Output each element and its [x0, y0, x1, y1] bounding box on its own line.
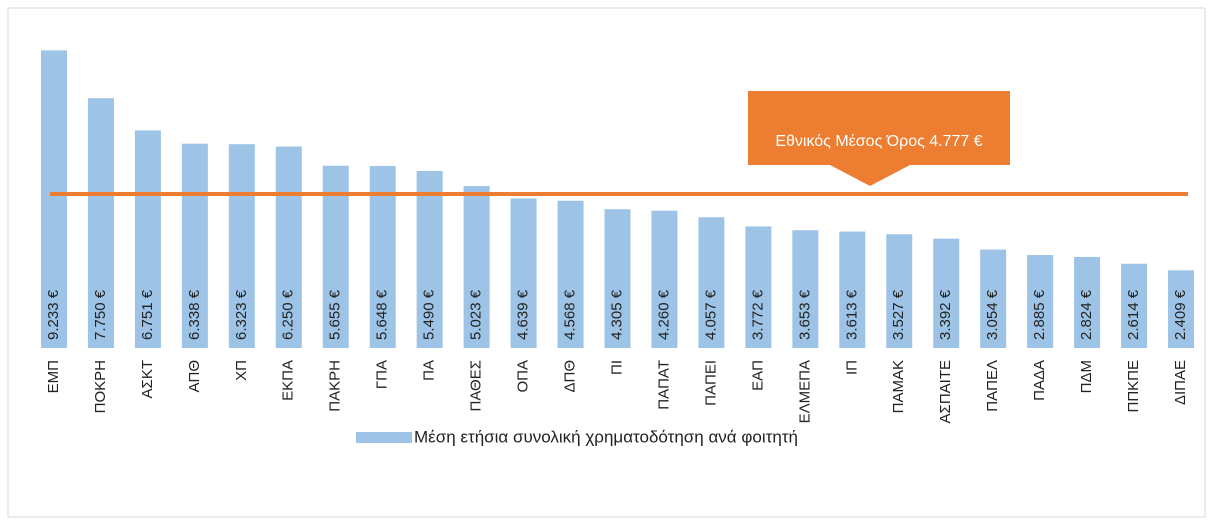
bar — [228, 144, 255, 348]
x-tick-label: ΠΑ — [421, 360, 438, 381]
x-tick-label: ΠΟΚΡΗ — [92, 360, 109, 413]
annotation: Εθνικός Μέσος Όρος 4.777 € — [775, 133, 982, 150]
x-tick-label: ΓΠΑ — [374, 360, 391, 389]
value-label: 3.527 € — [890, 289, 907, 340]
bar — [416, 171, 443, 348]
legend-label: Μέση ετήσια συνολική χρηματοδότηση ανά φ… — [414, 427, 798, 446]
x-tick-label: ΕΑΠ — [749, 360, 766, 391]
x-tick-label: ΠΑΘΕΣ — [468, 360, 485, 411]
value-label: 4.057 € — [702, 289, 719, 340]
value-label: 5.023 € — [468, 289, 485, 340]
bar — [510, 198, 537, 348]
x-tick-label: ΑΣΠΑΙΤΕ — [937, 360, 954, 423]
x-tick-label: ΠΑΠΑΤ — [655, 360, 672, 410]
bar — [792, 230, 819, 348]
bar — [886, 234, 913, 348]
bar — [1168, 270, 1195, 348]
value-label: 4.260 € — [655, 289, 672, 340]
value-label: 6.250 € — [280, 289, 297, 340]
x-tick-label: ΠΑΜΑΚ — [890, 360, 907, 413]
value-label: 5.655 € — [327, 289, 344, 340]
x-tick-label: ΕΛΜΕΠΑ — [796, 360, 813, 423]
x-tick-label: ΑΠΘ — [186, 360, 203, 393]
x-tick-label: ΧΠ — [233, 360, 250, 381]
x-tick-label: ΑΣΚΤ — [139, 360, 156, 398]
x-tick-label: ΠΑΠΕΛ — [984, 360, 1001, 412]
bar — [40, 50, 67, 348]
x-tick-label: ΔΠΘ — [562, 360, 579, 393]
value-label: 3.653 € — [796, 289, 813, 340]
value-label: 7.750 € — [92, 289, 109, 340]
bar — [134, 130, 161, 348]
value-label: 4.568 € — [562, 289, 579, 340]
bar — [557, 200, 584, 348]
bar — [933, 238, 960, 348]
bar — [651, 210, 678, 348]
x-tick-label: ΠΑΠΕΙ — [702, 360, 719, 406]
value-label: 3.054 € — [984, 289, 1001, 340]
value-label: 4.305 € — [608, 289, 625, 340]
x-tick-label: ΠΠΚΠΕ — [1125, 360, 1142, 413]
x-tick-label: ΠΙ — [608, 360, 625, 375]
bar — [745, 226, 772, 348]
bar — [181, 143, 208, 348]
value-label: 3.772 € — [749, 289, 766, 340]
x-tick-label: ΠΔΜ — [1078, 360, 1095, 393]
value-label: 5.490 € — [421, 289, 438, 340]
value-label: 5.648 € — [374, 289, 391, 340]
bar — [87, 98, 114, 348]
x-tick-label: ΕΜΠ — [45, 360, 62, 393]
value-label: 2.824 € — [1078, 289, 1095, 340]
bar — [1027, 255, 1054, 348]
value-label: 9.233 € — [45, 289, 62, 340]
value-label: 2.885 € — [1031, 289, 1048, 340]
x-tick-label: ΔΙΠΑΕ — [1172, 360, 1189, 405]
bar — [322, 165, 349, 348]
bar — [839, 231, 866, 348]
x-tick-label: ΟΠΑ — [515, 360, 532, 393]
bar — [604, 209, 631, 348]
bar — [1121, 263, 1148, 348]
bar — [275, 146, 302, 348]
value-label: 3.613 € — [843, 289, 860, 340]
x-tick-label: ΠΑΔΑ — [1031, 360, 1048, 401]
bar — [980, 249, 1007, 348]
x-tick-label: ΙΠ — [843, 360, 860, 375]
value-label: 6.338 € — [186, 289, 203, 340]
bar — [369, 165, 396, 348]
value-label: 2.409 € — [1172, 289, 1189, 340]
value-label: 6.751 € — [139, 289, 156, 340]
legend-swatch — [356, 432, 412, 443]
x-tick-label: ΕΚΠΑ — [280, 360, 297, 401]
value-label: 6.323 € — [233, 289, 250, 340]
value-label: 4.639 € — [515, 289, 532, 340]
annotation-callout — [748, 91, 1010, 186]
value-label: 2.614 € — [1125, 289, 1142, 340]
bar — [463, 186, 490, 348]
value-label: 3.392 € — [937, 289, 954, 340]
x-tick-label: ΠΑΚΡΗ — [327, 360, 344, 412]
bar — [698, 217, 725, 348]
bar — [1074, 256, 1101, 348]
